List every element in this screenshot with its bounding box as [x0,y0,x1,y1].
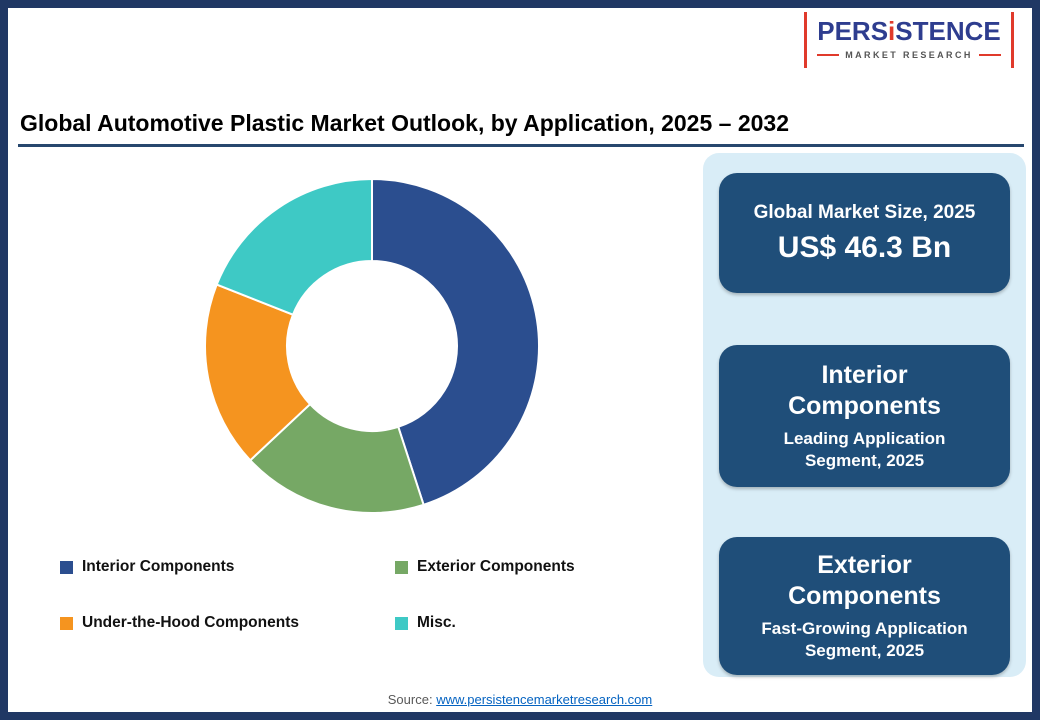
brand-logo: PERSiSTENCE MARKET RESEARCH [804,12,1014,69]
brand-wordmark-red-i: i [888,16,896,46]
fast-growing-segment-subtitle: Fast-Growing Application Segment, 2025 [761,618,968,660]
brand-tagline-text: MARKET RESEARCH [845,50,973,61]
brand-wordmark-part1: PERS [817,16,889,46]
legend-label-under-the-hood-components: Under-the-Hood Components [82,614,299,631]
donut-segment-2 [204,283,312,462]
donut-segment-1 [248,402,425,515]
title-underline [18,144,1024,147]
legend-item-interior-components: Interior Components [60,558,395,576]
source-label: Source: [387,692,433,707]
leading-segment-subtitle: Leading Application Segment, 2025 [783,428,946,470]
market-size-card: Global Market Size, 2025 US$ 46.3 Bn [719,173,1010,293]
donut-chart [202,176,542,516]
leading-segment-title: Interior Components [788,361,941,421]
page-title: Global Automotive Plastic Market Outlook… [20,110,790,136]
donut-segment-0 [371,177,540,507]
donut-chart-svg [204,177,540,515]
source-link[interactable]: www.persistencemarketresearch.com [436,692,653,707]
fast-growing-segment-title: Exterior Components [788,551,941,611]
legend-label-misc: Misc. [417,614,456,631]
brand-wordmark: PERSiSTENCE [817,16,1001,46]
legend-label-exterior-components: Exterior Components [417,558,575,575]
legend-label-interior-components: Interior Components [82,558,235,575]
legend-swatch-under-the-hood-components [60,616,73,630]
legend-swatch-exterior-components [395,560,408,574]
brand-tagline: MARKET RESEARCH [817,50,1001,60]
legend-swatch-misc [395,616,408,630]
market-size-value: US$ 46.3 Bn [777,230,952,264]
sidebar-panel: Global Market Size, 2025 US$ 46.3 Bn Int… [703,153,1026,677]
fast-growing-segment-card: Exterior Components Fast-Growing Applica… [719,537,1010,675]
chart-legend: Interior Components Exterior Components … [60,558,575,632]
legend-swatch-interior-components [60,560,73,574]
donut-segment-3 [215,177,373,317]
source-note: Source: www.persistencemarketresearch.co… [8,692,1032,707]
legend-item-exterior-components: Exterior Components [395,558,575,576]
legend-item-misc: Misc. [395,614,575,632]
leading-segment-card: Interior Components Leading Application … [719,345,1010,487]
legend-item-under-the-hood-components: Under-the-Hood Components [60,614,395,632]
brand-wordmark-part2: STENCE [895,16,1001,46]
market-size-label: Global Market Size, 2025 [753,201,976,223]
